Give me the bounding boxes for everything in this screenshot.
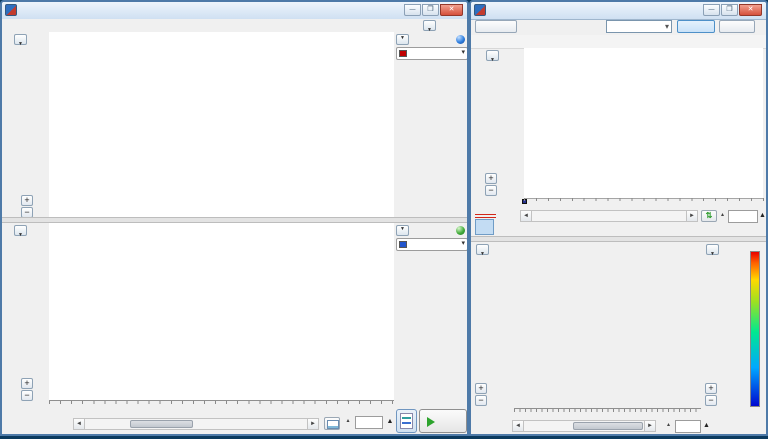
chart-bottom-bar: ▴ ▲ (2, 412, 467, 434)
spectrogram-heatmap[interactable] (514, 243, 701, 407)
colorbar-gradient (750, 251, 760, 407)
spectrogram-area (471, 242, 766, 408)
minimize-icon[interactable] (404, 4, 421, 16)
spectrogram-axis-dropdown-icon[interactable] (476, 244, 489, 255)
channel2-axis-dropdown-icon[interactable] (14, 225, 27, 236)
chart-view-titlebar[interactable] (2, 2, 467, 20)
time-axis (49, 400, 394, 413)
colorbar-zoom-out-button[interactable] (705, 395, 717, 406)
spectrum-splitter[interactable] (471, 236, 766, 242)
channel2-info-icon[interactable] (456, 226, 465, 235)
spectrum-axis-dropdown-icon[interactable] (486, 50, 499, 61)
raw-emg-plot[interactable] (49, 32, 394, 217)
fft-tab-underline (475, 214, 496, 218)
frequency-scale-box[interactable] (728, 210, 758, 223)
maximize-icon[interactable] (721, 4, 738, 16)
scroll-left-icon[interactable] (521, 211, 532, 221)
scroll-left-icon[interactable] (513, 421, 524, 431)
spectrum-scrollbar[interactable] (520, 210, 698, 222)
compress-ratio-icon[interactable]: ▴ (346, 418, 350, 424)
channel1-zoom-in-button[interactable] (21, 195, 33, 206)
spectrum-left-axis (471, 48, 524, 198)
scroll-right-icon[interactable] (307, 419, 318, 429)
scroll-right-icon[interactable] (686, 211, 697, 221)
view-mode-icon[interactable] (324, 417, 340, 430)
scroll-left-icon[interactable] (74, 419, 85, 429)
chart-view-window: ▴ ▲ (0, 0, 469, 436)
spectrogram-scroll-row: ▴ ▲ (471, 420, 766, 434)
spectrum-zoom-in-button[interactable] (485, 173, 497, 184)
spectrogram-scrollbar[interactable] (512, 420, 656, 432)
spectrogram-scrollbar-thumb[interactable] (573, 422, 643, 430)
channel2-zoom-out-button[interactable] (21, 390, 33, 401)
channel2-left-axis (2, 223, 49, 401)
time-scrollbar[interactable] (73, 418, 319, 430)
fft-tab-1[interactable] (475, 219, 494, 235)
spectrum-zoom-out-button[interactable] (485, 185, 497, 196)
spectrogram-ratio-box[interactable] (675, 420, 701, 433)
scroll-right-icon[interactable] (644, 421, 655, 431)
spectrogram-x-axis (514, 408, 701, 421)
channel1-left-axis (2, 32, 49, 218)
time-scrollbar-thumb[interactable] (130, 420, 193, 428)
spectrogram-zoom-in-button[interactable] (475, 383, 487, 394)
channel2-range-dropdown-icon[interactable] (396, 225, 409, 236)
channel1-info-icon[interactable] (456, 35, 465, 44)
play-icon (427, 417, 435, 427)
spectrogram-left-axis (471, 242, 514, 408)
fft-spectrum-plot[interactable] (524, 48, 763, 199)
channel1-axis-dropdown-icon[interactable] (14, 34, 27, 45)
channel2-legend-caret-icon (461, 239, 465, 247)
spectrogram-zoom-out-button[interactable] (475, 395, 487, 406)
spectrum-scroll-row: ▴ ▲ (471, 209, 766, 223)
expand-scale-icon[interactable]: ▲ (759, 212, 766, 219)
colorbar-zoom-in-button[interactable] (705, 383, 717, 394)
close-icon[interactable] (739, 4, 762, 16)
colorbar-dropdown-icon[interactable] (706, 244, 719, 255)
channel1-legend[interactable] (396, 47, 467, 60)
rate-strip (2, 19, 467, 32)
autoscale-icon[interactable] (701, 210, 717, 222)
latest-button[interactable] (719, 20, 755, 33)
channel2-area (2, 223, 467, 401)
channel1-range-dropdown-icon[interactable] (396, 34, 409, 45)
selected-button[interactable] (677, 20, 715, 33)
channel1-color-swatch (399, 50, 407, 57)
spectrum-toolbar (471, 19, 766, 35)
spectrum-view-window: ▴ ▲ ▴ ▲ (469, 0, 768, 436)
channel-splitter[interactable] (2, 217, 467, 223)
settings-button[interactable] (475, 20, 517, 33)
channel2-zoom-in-button[interactable] (21, 378, 33, 389)
channel2-legend[interactable] (396, 238, 467, 251)
maximize-icon[interactable] (422, 4, 439, 16)
compress-scale-icon[interactable]: ▴ (720, 212, 724, 218)
app-icon (474, 4, 486, 16)
ratio-box[interactable] (355, 416, 383, 429)
channel-select[interactable] (606, 20, 672, 33)
channel1-legend-caret-icon (461, 48, 465, 56)
spectrum-x-axis (524, 198, 765, 210)
close-icon[interactable] (440, 4, 463, 16)
chart-scope-button[interactable] (396, 409, 417, 433)
app-icon (5, 4, 17, 16)
channel2-right-panel (394, 223, 467, 400)
minimize-icon[interactable] (703, 4, 720, 16)
rate-dropdown-icon[interactable] (423, 20, 436, 31)
channel1-right-panel (394, 32, 467, 217)
compress-ratio-icon[interactable]: ▴ (666, 422, 670, 428)
channel2-color-swatch (399, 241, 407, 248)
spectrum-header (471, 35, 766, 49)
expand-ratio-icon[interactable]: ▲ (386, 418, 394, 425)
spectrum-area (471, 48, 766, 199)
expand-ratio-icon[interactable]: ▲ (703, 422, 710, 429)
spectrum-view-titlebar[interactable] (471, 2, 766, 20)
rms-plot[interactable] (49, 223, 394, 401)
start-button[interactable] (419, 409, 467, 433)
channel1-area (2, 32, 467, 218)
